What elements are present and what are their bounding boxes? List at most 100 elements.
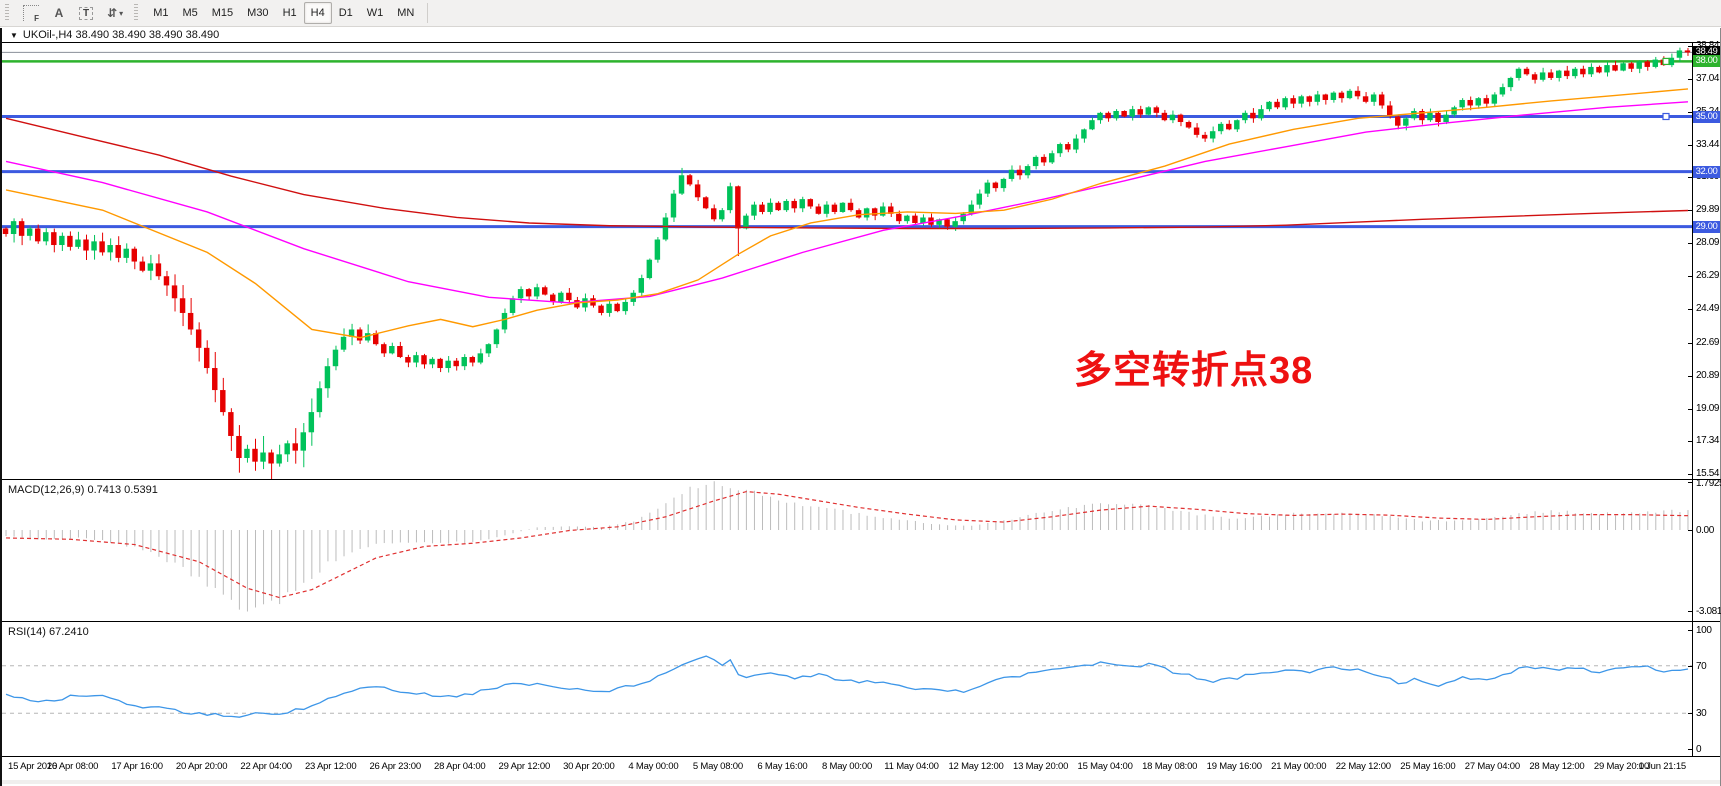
time-axis[interactable]: 15 Apr 2020 16 Apr 08:00 17 Apr 16:00 20 Ap… (2, 756, 1720, 780)
candle-body (1016, 169, 1023, 176)
candle-body (525, 289, 532, 297)
candle-body (1201, 134, 1208, 139)
timeframe-button-mn[interactable]: MN (397, 7, 415, 19)
price-axis-label: 15.54 (1696, 467, 1720, 479)
candle-body (1636, 61, 1642, 69)
candle-body (236, 435, 242, 458)
candle-body (91, 241, 97, 251)
candle-body (1443, 114, 1449, 123)
candle-body (1234, 120, 1240, 130)
candle-body (1177, 114, 1184, 123)
candle-body (1169, 114, 1176, 121)
candle-body (300, 432, 307, 451)
candle-body (1008, 169, 1015, 179)
price-tag-38.00: 38.00 (1693, 55, 1720, 68)
price-axis-tick (1688, 342, 1692, 344)
time-axis-label: 29 Apr 12:00 (498, 761, 551, 772)
price-chart-panel[interactable]: 38.8437.0435.2433.4431.6929.8928.0926.29… (2, 40, 1720, 481)
candle-body (244, 448, 250, 458)
rsi-line (5, 655, 1689, 718)
timeframe-button-d1[interactable]: D1 (338, 7, 353, 19)
hline-35-handle[interactable] (1662, 112, 1670, 121)
candle-body (115, 245, 121, 258)
candle-body (1306, 96, 1312, 102)
candle-body (662, 217, 669, 240)
candle-body (1040, 156, 1047, 163)
candle-body (260, 452, 266, 462)
candle-body (1427, 112, 1433, 121)
candle-body (920, 217, 926, 223)
price-axis[interactable]: 38.8437.0435.2433.4431.6929.8928.0926.29… (1688, 40, 1720, 479)
macd-canvas[interactable] (2, 480, 1692, 622)
chart-grid-f-icon-button[interactable]: F (17, 2, 45, 24)
macd-axis-label: -3.081 (1696, 606, 1721, 617)
candle-body (252, 448, 258, 462)
rsi-axis-label: 0 (1696, 744, 1702, 755)
time-axis-label: 4 May 00:00 (628, 761, 679, 772)
candle-body (107, 245, 113, 253)
hline-38-handle[interactable] (1662, 57, 1670, 66)
timeframe-button-h4[interactable]: H4 (303, 2, 332, 24)
macd-axis-label: 1.7925 (1696, 477, 1721, 489)
rsi-axis[interactable]: 100 70 30 0 (1688, 622, 1720, 756)
timeframe-button-m5[interactable]: M5 (182, 7, 198, 19)
candle-body (767, 202, 773, 212)
candle-body (1282, 98, 1288, 108)
candle-body (356, 329, 363, 341)
rsi-axis-label: 30 (1696, 708, 1707, 720)
candle-body (1531, 74, 1538, 80)
chart-title-bar: ▼ UKOil-,H4 38.490 38.490 38.490 38.490 (2, 28, 1720, 43)
chart-annotation-text[interactable]: 多空转折点38 (1074, 350, 1314, 392)
timeframe-button-m30[interactable]: M30 (247, 7, 269, 19)
text-box-button[interactable]: T (73, 2, 99, 24)
price-tag-32.00: 32.00 (1693, 165, 1720, 178)
candle-body (1346, 90, 1353, 99)
timeframe-button-m15[interactable]: M15 (211, 7, 234, 19)
candle-body (550, 294, 556, 302)
candle-body (284, 443, 290, 455)
timeframe-button-h1[interactable]: H1 (282, 7, 297, 19)
rsi-axis-label: 100 (1696, 625, 1712, 636)
time-axis-label: 11 May 04:00 (884, 761, 939, 772)
candle-body (405, 357, 411, 363)
candle-body (1411, 110, 1417, 119)
time-axis-label: 28 Apr 04:00 (434, 761, 486, 772)
text-label-button[interactable]: A (47, 2, 71, 24)
price-chart-canvas[interactable] (2, 43, 1692, 481)
chart-collapse-icon[interactable]: ▼ (10, 30, 18, 40)
arrows-icon: ⇵ (107, 6, 118, 20)
candle-body (1564, 70, 1570, 77)
price-axis-tick (1688, 46, 1692, 47)
candle-body (292, 443, 298, 451)
candle-body (75, 239, 81, 247)
candle-body (1314, 94, 1321, 102)
rsi-panel[interactable]: RSI(14) 67.2410 100 70 30 0 (2, 621, 1720, 757)
candle-body (1250, 112, 1256, 119)
price-axis-label: 17.34 (1696, 434, 1720, 446)
macd-panel[interactable]: MACD(12,26,9) 0.7413 0.5391 1.7925 0.00 -3… (2, 477, 1721, 622)
candle-body (477, 353, 484, 363)
timeframe-toolbar-grip[interactable] (134, 4, 142, 22)
rsi-canvas[interactable] (2, 622, 1692, 757)
arrows-dropdown-button[interactable]: ⇵ ▾ (101, 2, 129, 24)
price-axis-tick (1688, 79, 1692, 81)
candle-body (952, 221, 958, 227)
toolbar-grip[interactable] (5, 4, 12, 22)
candle-body (533, 287, 540, 297)
candle-body (710, 208, 717, 220)
price-axis-label: 22.69 (1696, 336, 1720, 348)
candle-body (984, 182, 991, 194)
timeframe-button-m1[interactable]: M1 (153, 7, 169, 19)
macd-axis[interactable]: 1.7925 0.00 -3.081 (1688, 477, 1721, 621)
price-tag-35.00: 35.00 (1693, 110, 1720, 123)
candle-body (67, 235, 73, 247)
toolbar-separator (427, 3, 429, 23)
candle-body (1258, 109, 1264, 119)
candle-body (847, 202, 854, 211)
candle-body (614, 303, 620, 312)
text-a-icon: A (54, 6, 64, 20)
timeframe-button-w1[interactable]: W1 (366, 7, 384, 19)
candle-body (453, 360, 459, 367)
candle-body (1032, 156, 1039, 167)
candle-body (1322, 94, 1329, 100)
